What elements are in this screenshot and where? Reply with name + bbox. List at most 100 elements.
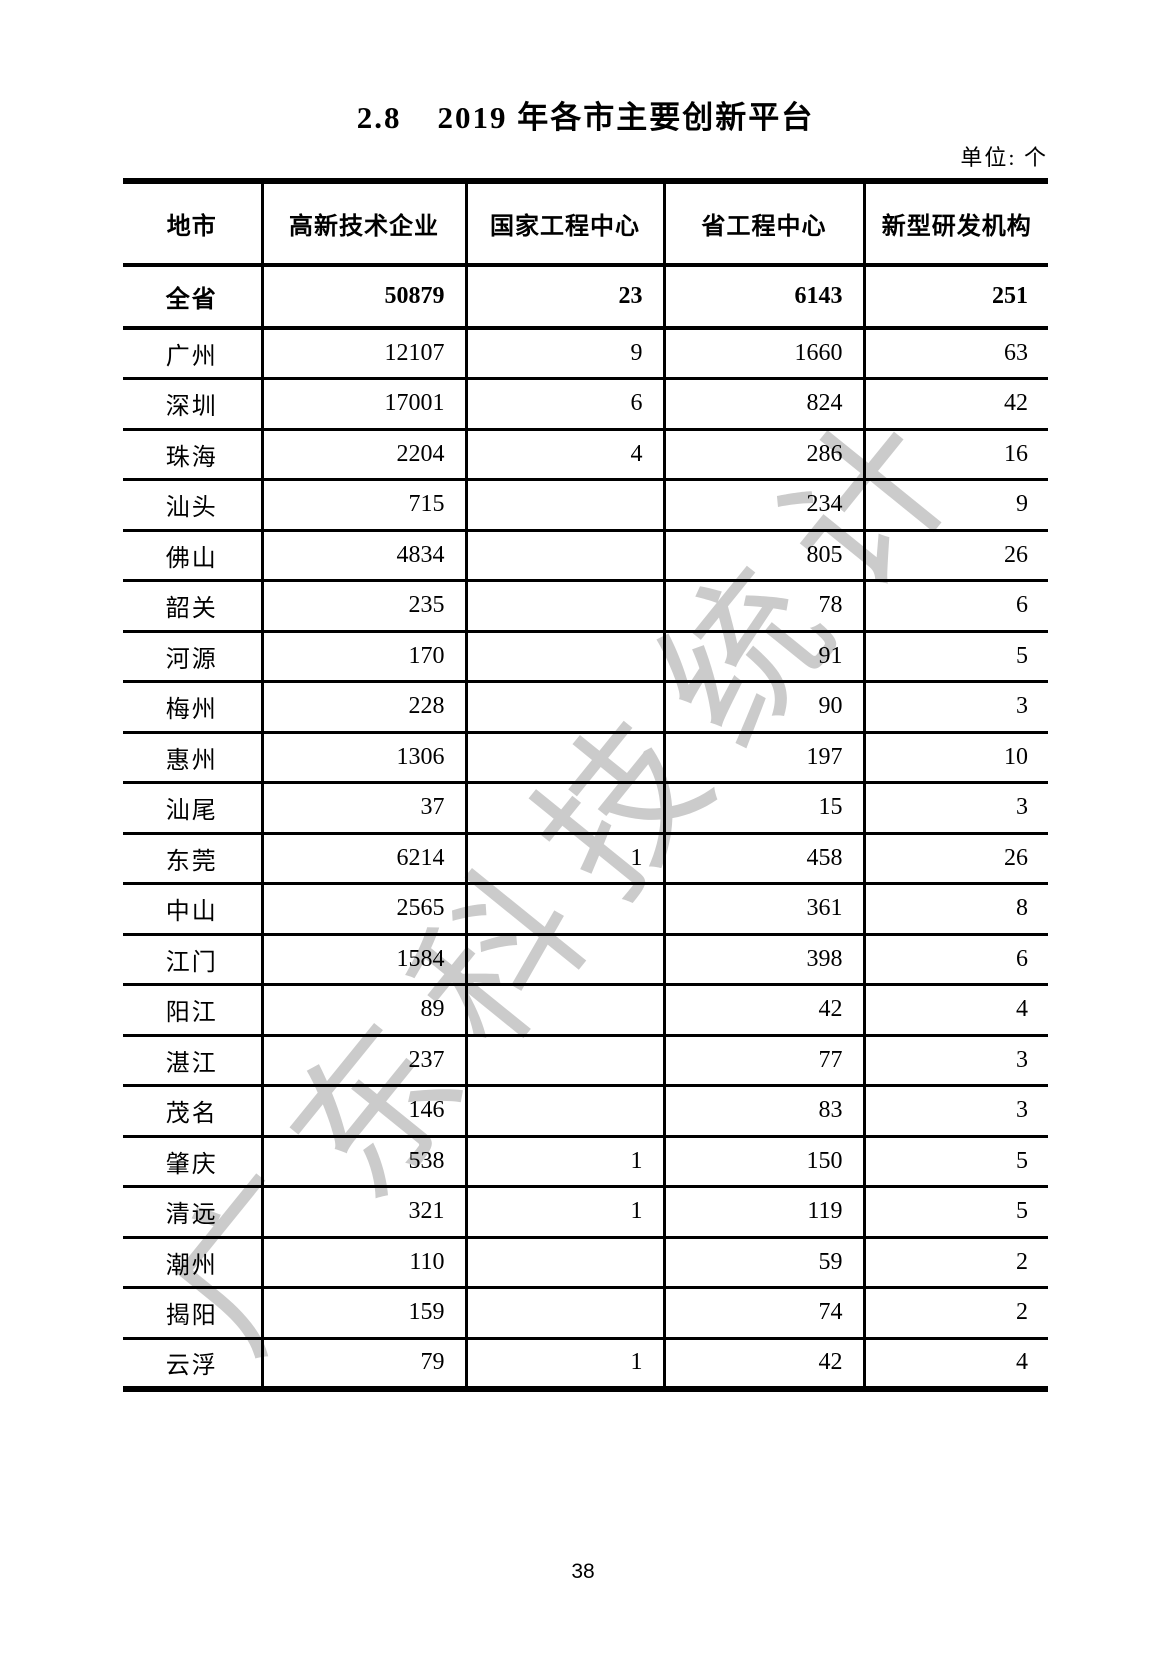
value-cell xyxy=(464,580,664,633)
value-cell xyxy=(464,934,664,986)
value-cell: 23 xyxy=(464,265,664,330)
value-cell: 361 xyxy=(662,883,864,936)
value-cell: 1660 xyxy=(662,328,864,380)
value-cell: 5 xyxy=(862,1136,1048,1188)
value-cell: 3 xyxy=(862,1085,1048,1138)
value-cell xyxy=(464,479,664,532)
table-row: 河源 170 91 5 xyxy=(123,631,1048,683)
table-row: 潮州 110 59 2 xyxy=(123,1237,1048,1289)
value-cell: 10 xyxy=(862,732,1048,784)
value-cell: 6 xyxy=(464,378,664,431)
table-row: 梅州 228 90 3 xyxy=(123,681,1048,734)
value-cell: 15 xyxy=(662,782,864,835)
value-cell: 251 xyxy=(862,265,1048,330)
value-cell: 715 xyxy=(260,479,466,532)
value-cell: 4 xyxy=(862,1338,1048,1390)
region-cell: 韶关 xyxy=(123,580,262,633)
value-cell: 2565 xyxy=(260,883,466,936)
value-cell: 235 xyxy=(260,580,466,633)
value-cell: 1584 xyxy=(260,934,466,986)
region-cell: 潮州 xyxy=(123,1237,262,1289)
value-cell: 110 xyxy=(260,1237,466,1289)
value-cell xyxy=(464,681,664,734)
value-cell: 6 xyxy=(862,934,1048,986)
region-cell: 珠海 xyxy=(123,429,262,481)
value-cell: 2204 xyxy=(260,429,466,481)
value-cell: 458 xyxy=(662,833,864,885)
value-cell: 1 xyxy=(464,833,664,885)
page-title: 2.8 2019 年各市主要创新平台 xyxy=(123,92,1048,137)
value-cell xyxy=(464,732,664,784)
value-cell: 1306 xyxy=(260,732,466,784)
value-cell: 4 xyxy=(464,429,664,481)
value-cell: 79 xyxy=(260,1338,466,1390)
value-cell: 2 xyxy=(862,1287,1048,1340)
value-cell: 9 xyxy=(862,479,1048,532)
value-cell: 63 xyxy=(862,328,1048,380)
value-cell: 50879 xyxy=(260,265,466,330)
table-row: 惠州 1306 197 10 xyxy=(123,732,1048,784)
value-cell: 77 xyxy=(662,1035,864,1087)
region-cell: 清远 xyxy=(123,1186,262,1239)
title-text: 2019 年各市主要创新平台 xyxy=(437,100,815,135)
table-row: 肇庆 538 1 150 5 xyxy=(123,1136,1048,1188)
value-cell: 90 xyxy=(662,681,864,734)
value-cell: 3 xyxy=(862,782,1048,835)
value-cell: 42 xyxy=(662,1338,864,1390)
table-row: 云浮 79 1 42 4 xyxy=(123,1338,1048,1390)
value-cell: 74 xyxy=(662,1287,864,1340)
table-row: 湛江 237 77 3 xyxy=(123,1035,1048,1087)
value-cell: 6143 xyxy=(662,265,864,330)
table-row: 广州 12107 9 1660 63 xyxy=(123,328,1048,380)
value-cell: 2 xyxy=(862,1237,1048,1289)
column-header-provincial-engineering-centers: 省工程中心 xyxy=(662,181,864,267)
value-cell: 119 xyxy=(662,1186,864,1239)
value-cell: 8 xyxy=(862,883,1048,936)
region-cell: 河源 xyxy=(123,631,262,683)
value-cell: 170 xyxy=(260,631,466,683)
value-cell: 16 xyxy=(862,429,1048,481)
value-cell: 1 xyxy=(464,1136,664,1188)
value-cell xyxy=(464,631,664,683)
region-cell: 云浮 xyxy=(123,1338,262,1390)
table-body: 全省 50879 23 6143 251 广州 12107 9 1660 63 … xyxy=(123,265,1048,1390)
value-cell xyxy=(464,1035,664,1087)
table-row: 深圳 17001 6 824 42 xyxy=(123,378,1048,431)
value-cell: 83 xyxy=(662,1085,864,1138)
value-cell: 26 xyxy=(862,530,1048,582)
region-cell: 汕头 xyxy=(123,479,262,532)
region-cell: 江门 xyxy=(123,934,262,986)
value-cell: 37 xyxy=(260,782,466,835)
value-cell: 9 xyxy=(464,328,664,380)
innovation-platform-table: 地市 高新技术企业 国家工程中心 省工程中心 新型研发机构 全省 50879 2… xyxy=(123,178,1048,1392)
column-header-region: 地市 xyxy=(123,181,262,267)
value-cell: 197 xyxy=(662,732,864,784)
table-row: 清远 321 1 119 5 xyxy=(123,1186,1048,1239)
region-cell: 湛江 xyxy=(123,1035,262,1087)
value-cell: 91 xyxy=(662,631,864,683)
value-cell xyxy=(464,883,664,936)
region-cell: 惠州 xyxy=(123,732,262,784)
table-row: 汕尾 37 15 3 xyxy=(123,782,1048,835)
table-row: 佛山 4834 805 26 xyxy=(123,530,1048,582)
value-cell: 42 xyxy=(862,378,1048,431)
region-cell: 东莞 xyxy=(123,833,262,885)
value-cell: 146 xyxy=(260,1085,466,1138)
region-cell: 茂名 xyxy=(123,1085,262,1138)
value-cell: 286 xyxy=(662,429,864,481)
value-cell: 26 xyxy=(862,833,1048,885)
value-cell xyxy=(464,1287,664,1340)
value-cell: 1 xyxy=(464,1338,664,1390)
table-row: 韶关 235 78 6 xyxy=(123,580,1048,633)
table-row: 汕头 715 234 9 xyxy=(123,479,1048,532)
value-cell: 12107 xyxy=(260,328,466,380)
value-cell: 3 xyxy=(862,1035,1048,1087)
value-cell: 228 xyxy=(260,681,466,734)
value-cell xyxy=(464,1085,664,1138)
region-cell: 深圳 xyxy=(123,378,262,431)
region-cell: 汕尾 xyxy=(123,782,262,835)
table-row: 江门 1584 398 6 xyxy=(123,934,1048,986)
value-cell xyxy=(464,782,664,835)
value-cell xyxy=(464,1237,664,1289)
region-cell: 中山 xyxy=(123,883,262,936)
